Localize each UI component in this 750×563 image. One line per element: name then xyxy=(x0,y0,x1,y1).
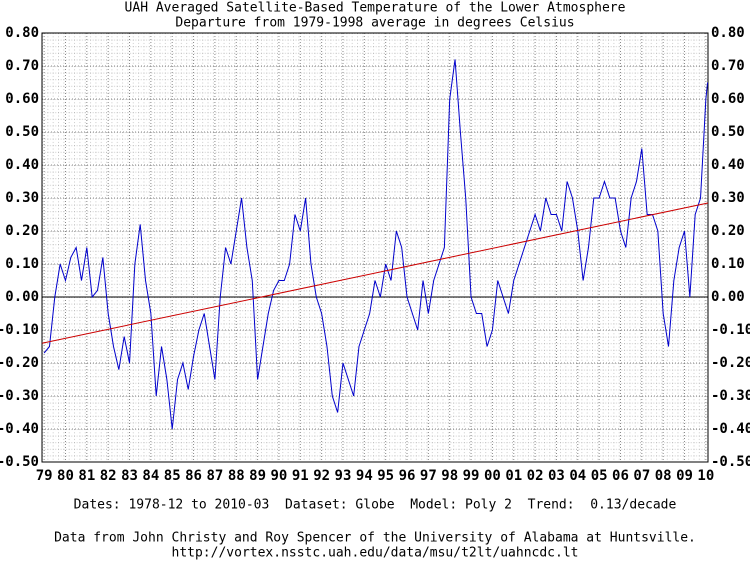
x-tick-label: 98 xyxy=(441,468,458,484)
x-tick-label: 01 xyxy=(505,468,522,484)
y-tick-label: -0.50 xyxy=(0,454,39,470)
x-tick-label: 00 xyxy=(484,468,501,484)
footer: Dates: 1978-12 to 2010-03 Dataset: Globe… xyxy=(74,498,677,513)
y-tick-label: 0.50 xyxy=(5,124,39,140)
y2-tick-label: -0.10 xyxy=(711,322,750,338)
y2-tick-label: 0.20 xyxy=(711,223,745,239)
x-tick-label: 91 xyxy=(292,468,309,484)
y-tick-label: -0.10 xyxy=(0,322,39,338)
x-tick-label: 86 xyxy=(185,468,202,484)
y2-tick-label: -0.30 xyxy=(711,388,750,404)
chart-subtitle: Departure from 1979-1998 average in degr… xyxy=(175,16,574,31)
x-tick-label: 04 xyxy=(569,468,586,484)
x-tick-label: 85 xyxy=(164,468,181,484)
chart-title: UAH Averaged Satellite-Based Temperature… xyxy=(125,1,626,16)
x-tick-label: 89 xyxy=(249,468,266,484)
x-tick-label: 96 xyxy=(399,468,416,484)
x-tick-label: 88 xyxy=(228,468,245,484)
x-tick-label: 06 xyxy=(612,468,629,484)
x-tick-label: 81 xyxy=(78,468,95,484)
y2-tick-label: 0.00 xyxy=(711,289,745,305)
y-tick-label: 0.40 xyxy=(5,157,39,173)
plot-frame xyxy=(41,32,709,463)
y-tick-label: -0.20 xyxy=(0,355,39,371)
y-tick-label: 0.20 xyxy=(5,223,39,239)
y-tick-label: 0.00 xyxy=(5,289,39,305)
y2-tick-label: 0.10 xyxy=(711,256,745,272)
x-tick-label: 09 xyxy=(676,468,693,484)
x-tick-label: 87 xyxy=(206,468,223,484)
y-tick-label: 0.70 xyxy=(5,58,39,74)
y-tick-label: 0.60 xyxy=(5,91,39,107)
y2-tick-label: 0.60 xyxy=(711,91,745,107)
x-tick-label: 97 xyxy=(420,468,437,484)
x-tick-label: 92 xyxy=(313,468,330,484)
x-tick-label: 83 xyxy=(121,468,138,484)
x-tick-label: 79 xyxy=(36,468,53,484)
series-line xyxy=(43,59,709,430)
x-tick-label: 94 xyxy=(356,468,373,484)
y-tick-label: -0.30 xyxy=(0,388,39,404)
x-tick-label: 99 xyxy=(463,468,480,484)
x-tick-label: 03 xyxy=(548,468,565,484)
footer: Data from John Christy and Roy Spencer o… xyxy=(54,531,696,546)
x-tick-label: 08 xyxy=(655,468,672,484)
x-tick-label: 07 xyxy=(633,468,650,484)
x-tick-label: 05 xyxy=(591,468,608,484)
plot-background xyxy=(42,33,708,462)
y2-tick-label: 0.80 xyxy=(711,25,745,41)
footer: http://vortex.nsstc.uah.edu/data/msu/t2l… xyxy=(172,546,579,561)
y2-tick-label: 0.40 xyxy=(711,157,745,173)
x-tick-label: 10 xyxy=(697,468,714,484)
x-tick-label: 80 xyxy=(57,468,74,484)
y-tick-label: 0.30 xyxy=(5,190,39,206)
y2-tick-label: 0.70 xyxy=(711,58,745,74)
y2-tick-label: -0.20 xyxy=(711,355,750,371)
y-tick-label: 0.10 xyxy=(5,256,39,272)
y2-tick-label: 0.30 xyxy=(711,190,745,206)
y2-tick-label: -0.50 xyxy=(711,454,750,470)
x-tick-label: 02 xyxy=(527,468,544,484)
y2-tick-label: -0.40 xyxy=(711,421,750,437)
x-tick-label: 93 xyxy=(335,468,352,484)
y-tick-label: -0.40 xyxy=(0,421,39,437)
x-tick-label: 90 xyxy=(271,468,288,484)
x-tick-label: 82 xyxy=(100,468,117,484)
x-tick-label: 95 xyxy=(377,468,394,484)
y-tick-label: 0.80 xyxy=(5,25,39,41)
trend-line xyxy=(41,202,709,344)
x-tick-label: 84 xyxy=(142,468,159,484)
y2-tick-label: 0.50 xyxy=(711,124,745,140)
